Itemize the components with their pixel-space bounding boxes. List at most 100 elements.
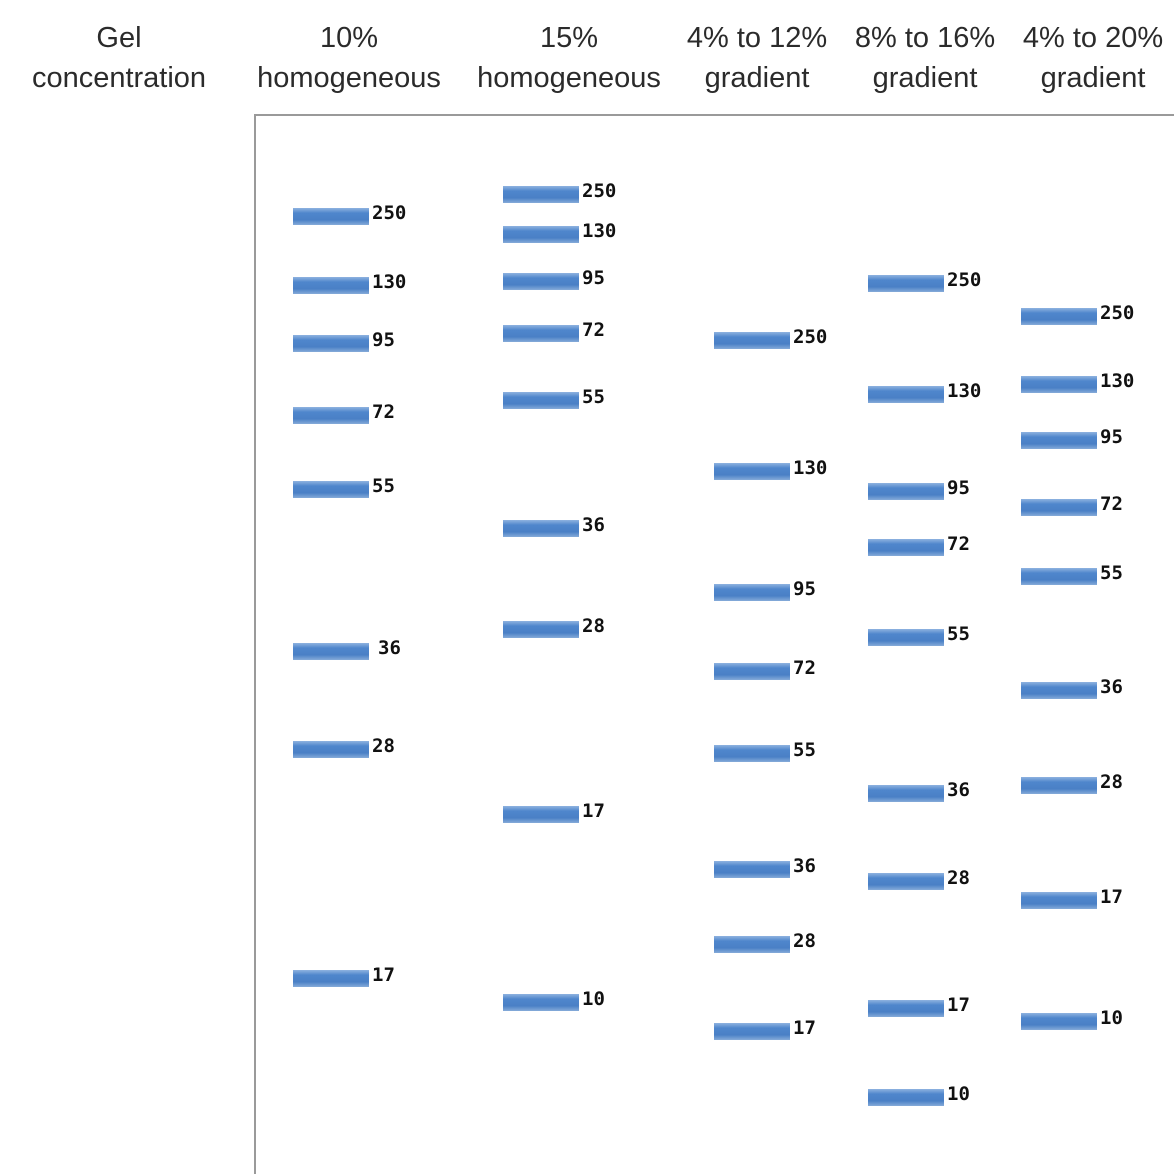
band-lane-2-36 xyxy=(503,519,579,537)
band-label-lane-2-95: 95 xyxy=(582,267,605,289)
band-lane-5-36 xyxy=(1021,681,1097,699)
band-label-lane-1-55: 55 xyxy=(372,475,395,497)
gel-frame xyxy=(254,114,1174,1174)
band-label-lane-5-72: 72 xyxy=(1100,493,1123,515)
band-label-lane-5-250: 250 xyxy=(1100,302,1135,324)
band-lane-5-17 xyxy=(1021,891,1097,909)
band-lane-1-36 xyxy=(293,642,369,660)
band-label-lane-1-130: 130 xyxy=(372,271,407,293)
band-label-lane-4-72: 72 xyxy=(947,533,970,555)
band-label-lane-3-250: 250 xyxy=(793,326,828,348)
band-label-lane-1-36: 36 xyxy=(378,637,401,659)
band-lane-2-95 xyxy=(503,272,579,290)
band-lane-1-250 xyxy=(293,207,369,225)
lane-header-2: 15% homogeneous xyxy=(477,18,661,98)
band-label-lane-5-130: 130 xyxy=(1100,370,1135,392)
band-lane-3-250 xyxy=(714,331,790,349)
band-lane-3-55 xyxy=(714,744,790,762)
band-label-lane-2-17: 17 xyxy=(582,800,605,822)
band-lane-4-28 xyxy=(868,872,944,890)
band-lane-1-130 xyxy=(293,276,369,294)
row-label: Gel concentration xyxy=(32,18,206,98)
band-label-lane-4-28: 28 xyxy=(947,867,970,889)
band-label-lane-1-17: 17 xyxy=(372,964,395,986)
lane-header-2-line-1: 15% xyxy=(539,22,599,54)
band-label-lane-4-55: 55 xyxy=(947,623,970,645)
band-label-lane-4-250: 250 xyxy=(947,269,982,291)
band-label-lane-5-36: 36 xyxy=(1100,676,1123,698)
band-lane-4-36 xyxy=(868,784,944,802)
band-label-lane-5-55: 55 xyxy=(1100,562,1123,584)
lane-header-3-line-1: 4% to 12% xyxy=(686,22,828,54)
band-lane-5-130 xyxy=(1021,375,1097,393)
band-lane-2-72 xyxy=(503,324,579,342)
band-lane-1-72 xyxy=(293,406,369,424)
band-lane-5-28 xyxy=(1021,776,1097,794)
band-lane-4-55 xyxy=(868,628,944,646)
band-label-lane-2-55: 55 xyxy=(582,386,605,408)
lane-header-5-line-2: gradient xyxy=(1040,62,1146,94)
band-lane-3-17 xyxy=(714,1022,790,1040)
band-lane-1-17 xyxy=(293,969,369,987)
band-label-lane-4-36: 36 xyxy=(947,779,970,801)
band-lane-3-28 xyxy=(714,935,790,953)
band-lane-5-10 xyxy=(1021,1012,1097,1030)
row-label-line-2: concentration xyxy=(31,62,207,94)
lane-header-1-line-1: 10% xyxy=(319,22,379,54)
band-label-lane-3-36: 36 xyxy=(793,855,816,877)
band-lane-4-130 xyxy=(868,385,944,403)
row-label-line-1: Gel xyxy=(96,22,142,54)
band-label-lane-5-95: 95 xyxy=(1100,426,1123,448)
band-label-lane-3-72: 72 xyxy=(793,657,816,679)
band-lane-2-55 xyxy=(503,391,579,409)
band-lane-5-55 xyxy=(1021,567,1097,585)
lane-header-4: 8% to 16% gradient xyxy=(855,18,995,98)
band-lane-2-130 xyxy=(503,225,579,243)
lane-header-4-line-2: gradient xyxy=(872,62,978,94)
band-lane-3-130 xyxy=(714,462,790,480)
band-label-lane-5-10: 10 xyxy=(1100,1007,1123,1029)
band-label-lane-3-28: 28 xyxy=(793,930,816,952)
lane-header-5: 4% to 20% gradient xyxy=(1023,18,1163,98)
band-label-lane-4-95: 95 xyxy=(947,477,970,499)
band-lane-5-250 xyxy=(1021,307,1097,325)
lane-header-1-line-2: homogeneous xyxy=(257,62,441,94)
band-label-lane-2-72: 72 xyxy=(582,319,605,341)
band-label-lane-2-28: 28 xyxy=(582,615,605,637)
band-lane-2-250 xyxy=(503,185,579,203)
band-lane-1-28 xyxy=(293,740,369,758)
band-lane-2-28 xyxy=(503,620,579,638)
band-label-lane-3-55: 55 xyxy=(793,739,816,761)
band-label-lane-4-130: 130 xyxy=(947,380,982,402)
band-label-lane-3-130: 130 xyxy=(793,457,828,479)
band-label-lane-1-72: 72 xyxy=(372,401,395,423)
band-label-lane-4-10: 10 xyxy=(947,1083,970,1105)
lane-header-3: 4% to 12% gradient xyxy=(687,18,827,98)
band-lane-3-36 xyxy=(714,860,790,878)
lane-header-5-line-1: 4% to 20% xyxy=(1022,22,1164,54)
band-label-lane-2-10: 10 xyxy=(582,988,605,1010)
lane-header-3-line-2: gradient xyxy=(704,62,810,94)
band-lane-4-10 xyxy=(868,1088,944,1106)
band-lane-4-250 xyxy=(868,274,944,292)
band-label-lane-3-17: 17 xyxy=(793,1017,816,1039)
band-lane-2-10 xyxy=(503,993,579,1011)
band-lane-4-95 xyxy=(868,482,944,500)
band-label-lane-5-17: 17 xyxy=(1100,886,1123,908)
lane-header-2-line-2: homogeneous xyxy=(477,62,661,94)
band-lane-2-17 xyxy=(503,805,579,823)
band-lane-5-72 xyxy=(1021,498,1097,516)
lane-header-1: 10% homogeneous xyxy=(257,18,441,98)
band-label-lane-3-95: 95 xyxy=(793,578,816,600)
band-label-lane-1-28: 28 xyxy=(372,735,395,757)
band-label-lane-1-250: 250 xyxy=(372,202,407,224)
band-lane-1-55 xyxy=(293,480,369,498)
band-lane-4-17 xyxy=(868,999,944,1017)
band-lane-3-72 xyxy=(714,662,790,680)
band-label-lane-4-17: 17 xyxy=(947,994,970,1016)
band-label-lane-2-250: 250 xyxy=(582,180,617,202)
band-label-lane-1-95: 95 xyxy=(372,329,395,351)
band-lane-5-95 xyxy=(1021,431,1097,449)
band-label-lane-2-36: 36 xyxy=(582,514,605,536)
band-lane-1-95 xyxy=(293,334,369,352)
